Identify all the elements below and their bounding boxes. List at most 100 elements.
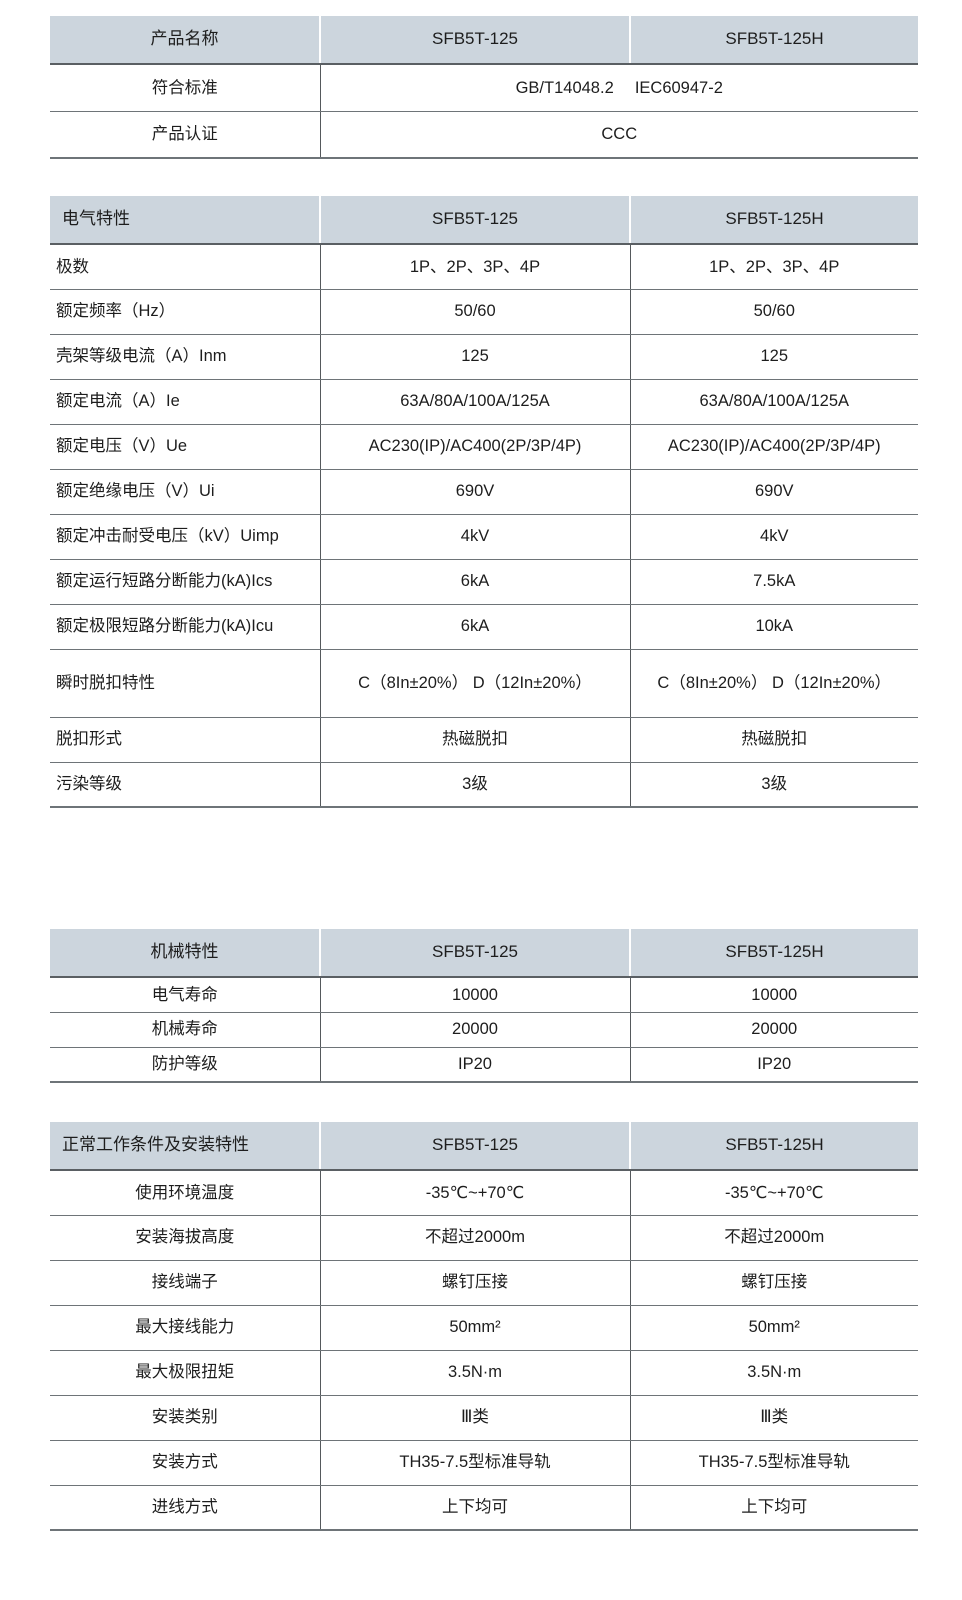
row-label: 污染等级 [50,762,320,808]
row-label: 产品认证 [50,111,320,159]
header-cell-category: 正常工作条件及安装特性 [50,1122,320,1171]
row-value-model-1: 3.5N·m [319,1350,630,1396]
header-cell-model-1: SFB5T-125 [319,929,630,978]
row-value-model-1: 6kA [319,604,630,650]
row-value-model-2: 3.5N·m [629,1350,918,1396]
table-row: 使用环境温度 -35℃~+70℃ -35℃~+70℃ [50,1170,918,1216]
row-label: 脱扣形式 [50,717,320,763]
row-label: 接线端子 [50,1260,320,1306]
table-row: 额定冲击耐受电压（kV）Uimp 4kV 4kV [50,514,918,560]
row-label: 额定绝缘电压（V）Ui [50,469,320,515]
row-label: 瞬时脱扣特性 [50,649,320,718]
row-label: 安装方式 [50,1440,320,1486]
operating-table-header: 正常工作条件及安装特性 SFB5T-125 SFB5T-125H [50,1122,918,1171]
header-cell-model-2: SFB5T-125H [629,16,918,65]
row-value-model-2: 125 [629,334,918,380]
row-label: 额定频率（Hz） [50,289,320,335]
row-label: 额定冲击耐受电压（kV）Uimp [50,514,320,560]
row-value-model-1: 不超过2000m [319,1215,630,1261]
table-row: 额定电压（V）Ue AC230(IP)/AC400(2P/3P/4P) AC23… [50,424,918,470]
table-header-row: 机械特性 SFB5T-125 SFB5T-125H [50,929,918,978]
row-label: 极数 [50,244,320,290]
row-value-model-1: AC230(IP)/AC400(2P/3P/4P) [319,424,630,470]
table-row: 进线方式 上下均可 上下均可 [50,1485,918,1531]
table-row: 壳架等级电流（A）Inm 125 125 [50,334,918,380]
row-value-model-2: 螺钉压接 [629,1260,918,1306]
header-cell-model-1: SFB5T-125 [319,16,630,65]
row-value-model-2: 热磁脱扣 [629,717,918,763]
row-label: 最大接线能力 [50,1305,320,1351]
row-value-model-2: IP20 [629,1047,918,1083]
row-value-model-2: 63A/80A/100A/125A [629,379,918,425]
row-value-model-1: Ⅲ类 [319,1395,630,1441]
table-row: 最大极限扭矩 3.5N·m 3.5N·m [50,1350,918,1396]
table-row: 最大接线能力 50mm² 50mm² [50,1305,918,1351]
header-cell-model-2: SFB5T-125H [629,929,918,978]
row-value-model-1: 20000 [319,1012,630,1048]
row-value-model-1: -35℃~+70℃ [319,1170,630,1216]
row-value-model-1: 热磁脱扣 [319,717,630,763]
row-value-model-1: 63A/80A/100A/125A [319,379,630,425]
table-row: 极数 1P、2P、3P、4P 1P、2P、3P、4P [50,244,918,290]
product-table-body: 符合标准 GB/T14048.2 IEC60947-2 产品认证 CCC [50,64,918,159]
table-row: 额定绝缘电压（V）Ui 690V 690V [50,469,918,515]
product-info-table: 产品名称 SFB5T-125 SFB5T-125H 符合标准 GB/T14048… [50,16,918,159]
row-label: 额定运行短路分断能力(kA)Ics [50,559,320,605]
row-value-model-1: 690V [319,469,630,515]
row-value-model-2: -35℃~+70℃ [629,1170,918,1216]
header-cell-category: 电气特性 [50,196,320,245]
table-row: 防护等级 IP20 IP20 [50,1047,918,1083]
row-value-model-2: 7.5kA [629,559,918,605]
table-header-row: 正常工作条件及安装特性 SFB5T-125 SFB5T-125H [50,1122,918,1171]
header-cell-model-1: SFB5T-125 [319,1122,630,1171]
row-value-model-2: 20000 [629,1012,918,1048]
table-row: 额定运行短路分断能力(kA)Ics 6kA 7.5kA [50,559,918,605]
row-label: 使用环境温度 [50,1170,320,1216]
row-label: 额定极限短路分断能力(kA)Icu [50,604,320,650]
header-cell-model-2: SFB5T-125H [629,1122,918,1171]
row-value-model-1: IP20 [319,1047,630,1083]
row-value-model-2: AC230(IP)/AC400(2P/3P/4P) [629,424,918,470]
row-value-model-1: 螺钉压接 [319,1260,630,1306]
row-value-model-2: 3级 [629,762,918,808]
table-header-row: 产品名称 SFB5T-125 SFB5T-125H [50,16,918,65]
row-value-model-2: 1P、2P、3P、4P [629,244,918,290]
electrical-characteristics-table: 电气特性 SFB5T-125 SFB5T-125H 极数 1P、2P、3P、4P… [50,196,918,808]
table-row: 接线端子 螺钉压接 螺钉压接 [50,1260,918,1306]
table-row: 额定频率（Hz） 50/60 50/60 [50,289,918,335]
table-row: 安装方式 TH35-7.5型标准导轨 TH35-7.5型标准导轨 [50,1440,918,1486]
row-label: 额定电压（V）Ue [50,424,320,470]
row-value-model-1: 3级 [319,762,630,808]
row-value-model-2: C（8In±20%） D（12In±20%） [629,649,918,718]
row-value-model-2: 690V [629,469,918,515]
table-row: 额定电流（A）Ie 63A/80A/100A/125A 63A/80A/100A… [50,379,918,425]
row-value-model-2: 50mm² [629,1305,918,1351]
mechanical-characteristics-table: 机械特性 SFB5T-125 SFB5T-125H 电气寿命 10000 100… [50,929,918,1083]
table-row: 污染等级 3级 3级 [50,762,918,808]
mechanical-table-body: 电气寿命 10000 10000 机械寿命 20000 20000 防护等级 I… [50,977,918,1083]
product-table-header: 产品名称 SFB5T-125 SFB5T-125H [50,16,918,65]
row-value-model-2: 不超过2000m [629,1215,918,1261]
header-cell-category: 产品名称 [50,16,320,65]
table-row: 安装类别 Ⅲ类 Ⅲ类 [50,1395,918,1441]
row-value-model-2: 10kA [629,604,918,650]
row-value-merged: GB/T14048.2 IEC60947-2 [319,64,918,112]
row-value-model-1: 6kA [319,559,630,605]
row-value-model-2: TH35-7.5型标准导轨 [629,1440,918,1486]
row-value-model-1: C（8In±20%） D（12In±20%） [319,649,630,718]
row-value-model-1: 50/60 [319,289,630,335]
row-value-model-2: 50/60 [629,289,918,335]
row-value-model-2: Ⅲ类 [629,1395,918,1441]
row-value-model-1: 1P、2P、3P、4P [319,244,630,290]
header-cell-model-2: SFB5T-125H [629,196,918,245]
electrical-table-header: 电气特性 SFB5T-125 SFB5T-125H [50,196,918,245]
row-label: 符合标准 [50,64,320,112]
row-value-model-1: 上下均可 [319,1485,630,1531]
row-label: 安装类别 [50,1395,320,1441]
row-value-merged: CCC [319,111,918,159]
header-cell-model-1: SFB5T-125 [319,196,630,245]
row-value-model-2: 上下均可 [629,1485,918,1531]
electrical-table-body: 极数 1P、2P、3P、4P 1P、2P、3P、4P 额定频率（Hz） 50/6… [50,244,918,808]
table-row: 额定极限短路分断能力(kA)Icu 6kA 10kA [50,604,918,650]
